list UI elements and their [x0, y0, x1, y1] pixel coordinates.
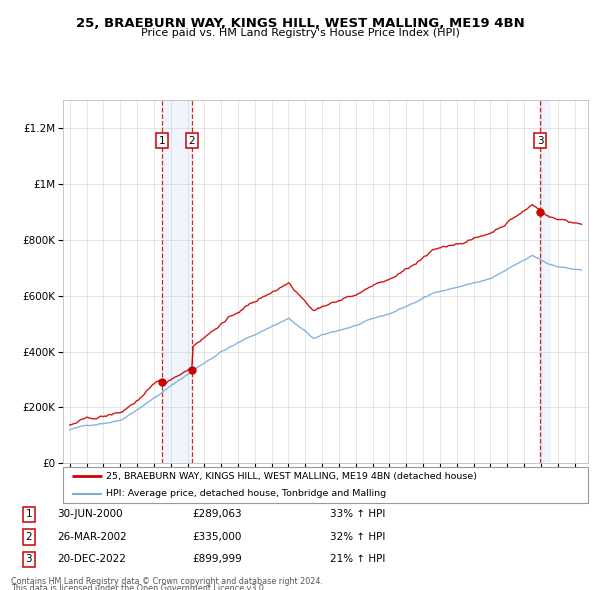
- Text: 3: 3: [537, 136, 544, 146]
- Text: £335,000: £335,000: [192, 532, 241, 542]
- Text: 32% ↑ HPI: 32% ↑ HPI: [330, 532, 385, 542]
- Text: 3: 3: [25, 555, 32, 564]
- Text: 2: 2: [188, 136, 195, 146]
- Bar: [541, 100, 551, 463]
- Text: 2: 2: [25, 532, 32, 542]
- Text: 25, BRAEBURN WAY, KINGS HILL, WEST MALLING, ME19 4BN: 25, BRAEBURN WAY, KINGS HILL, WEST MALLI…: [76, 17, 524, 30]
- Text: 30-JUN-2000: 30-JUN-2000: [57, 510, 122, 519]
- Text: This data is licensed under the Open Government Licence v3.0.: This data is licensed under the Open Gov…: [11, 584, 266, 590]
- Text: 20-DEC-2022: 20-DEC-2022: [57, 555, 126, 564]
- FancyBboxPatch shape: [63, 467, 588, 503]
- Text: 26-MAR-2002: 26-MAR-2002: [57, 532, 127, 542]
- Text: Price paid vs. HM Land Registry's House Price Index (HPI): Price paid vs. HM Land Registry's House …: [140, 28, 460, 38]
- Text: 33% ↑ HPI: 33% ↑ HPI: [330, 510, 385, 519]
- Text: 1: 1: [25, 510, 32, 519]
- Text: 25, BRAEBURN WAY, KINGS HILL, WEST MALLING, ME19 4BN (detached house): 25, BRAEBURN WAY, KINGS HILL, WEST MALLI…: [106, 471, 477, 481]
- Text: 21% ↑ HPI: 21% ↑ HPI: [330, 555, 385, 564]
- Text: £899,999: £899,999: [192, 555, 242, 564]
- Text: Contains HM Land Registry data © Crown copyright and database right 2024.: Contains HM Land Registry data © Crown c…: [11, 577, 323, 586]
- Text: £289,063: £289,063: [192, 510, 242, 519]
- Text: HPI: Average price, detached house, Tonbridge and Malling: HPI: Average price, detached house, Tonb…: [106, 489, 386, 499]
- Bar: [162, 100, 192, 463]
- Text: 1: 1: [159, 136, 166, 146]
